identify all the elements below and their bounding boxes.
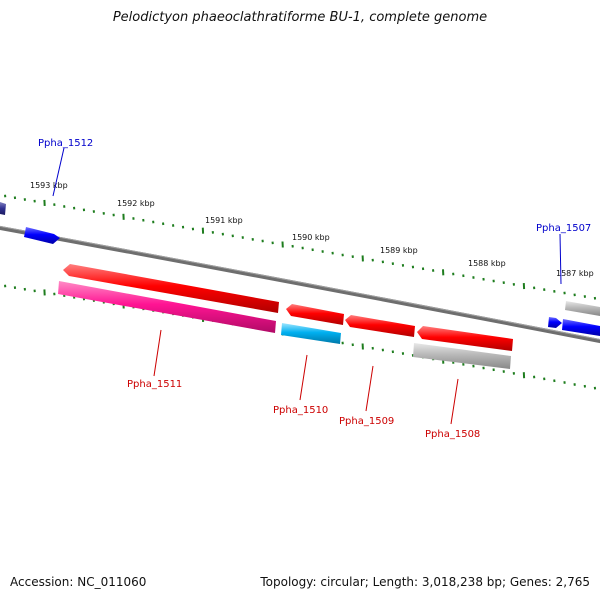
gene-ppha-1508-arrow[interactable] [413,343,511,369]
gene-label-ppha-1512[interactable]: Ppha_1512 [38,138,93,149]
genome-summary: Topology: circular; Length: 3,018,238 bp… [260,575,590,589]
gene-label-ppha-1510[interactable]: Ppha_1510 [273,405,328,416]
gene-label-ppha-1507[interactable]: Ppha_1507 [536,223,591,234]
gene-label-ppha-1509[interactable]: Ppha_1509 [339,416,394,427]
cds-1510-red[interactable] [286,304,344,325]
gene-label-ppha-1511[interactable]: Ppha_1511 [127,379,182,390]
tick-label: 1588 kbp [468,259,506,268]
gene-ppha-1510-arrow[interactable] [281,323,341,344]
tick-label: 1587 kbp [556,269,594,278]
tick-label: 1590 kbp [292,233,330,242]
leader-line [365,365,374,412]
cds-1508-red[interactable] [417,326,513,351]
tick-label: 1593 kbp [30,181,68,190]
leader-line [450,378,459,425]
gene-ppha-1511-arrow[interactable] [58,281,276,333]
leader-line [299,354,308,401]
gene-ppha-1507-arrow[interactable] [562,319,600,336]
tick-label: 1592 kbp [117,199,155,208]
cds-1509-red[interactable] [345,315,415,337]
cds-1511-red[interactable] [63,264,279,313]
map-title: Pelodictyon phaeoclathratiforme BU-1, co… [112,10,488,25]
outer-tick-ring [4,194,597,300]
accession-label: Accession: NC_011060 [10,575,147,589]
gene-ppha-1512-arrow[interactable] [24,227,60,244]
leader-line [153,329,162,377]
leader-line [52,147,65,197]
tick-label: 1591 kbp [205,216,243,225]
genome-backbone [0,225,600,344]
gray-plus-feature[interactable] [565,301,600,316]
small-blue-feature[interactable] [548,317,562,328]
gene-label-ppha-1508[interactable]: Ppha_1508 [425,429,480,440]
tick-label: 1589 kbp [380,246,418,255]
partial-feature-left[interactable] [0,202,6,215]
leader-line [559,233,562,285]
